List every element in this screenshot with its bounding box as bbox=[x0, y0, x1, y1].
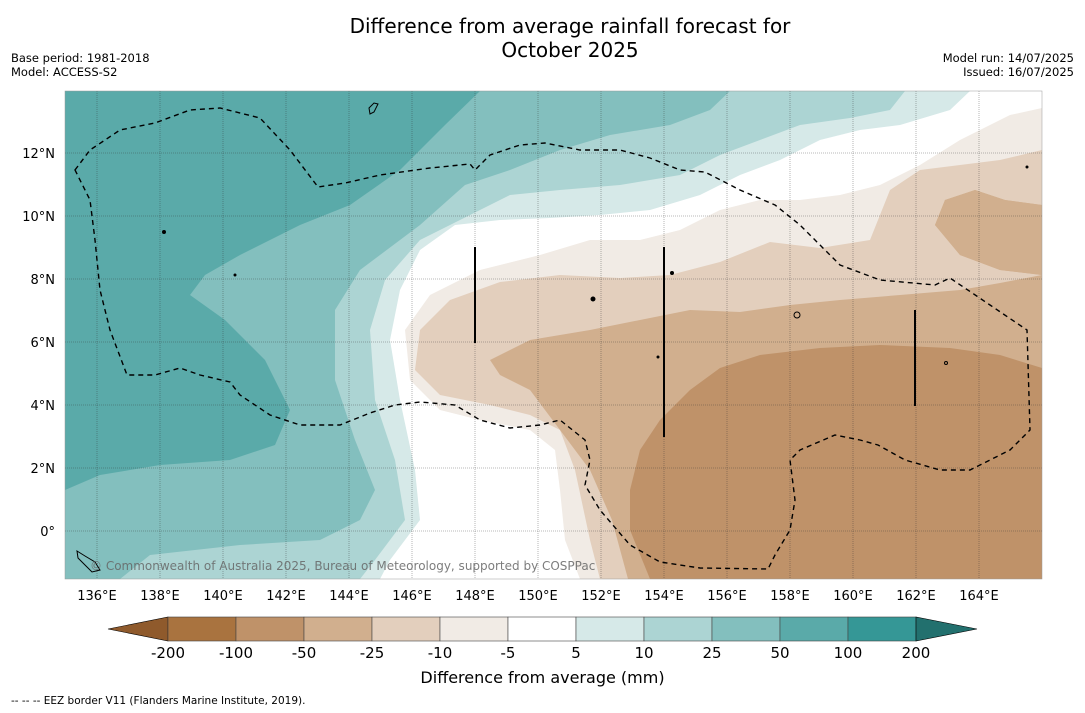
eez-border bbox=[74, 107, 1031, 570]
colorbar-swatch bbox=[235, 616, 305, 642]
island-a bbox=[162, 230, 166, 234]
island-guam bbox=[368, 102, 379, 115]
region-dry-50-100 bbox=[630, 345, 1042, 579]
lat-label: 4°N bbox=[31, 399, 56, 414]
model-run-date: Model run: 14/07/2025 bbox=[942, 51, 1074, 65]
lat-label: 8°N bbox=[31, 273, 56, 288]
colorbar-swatch bbox=[575, 616, 645, 642]
colorbar-tick-label: -10 bbox=[428, 644, 453, 662]
colorbar: -200 -100 -50 -25 -10 -5 5 10 25 50 100 200 bbox=[107, 616, 978, 662]
lon-label: 162°E bbox=[896, 589, 936, 604]
colorbar-tick-label: -200 bbox=[151, 644, 185, 662]
region-wet-50-100 bbox=[65, 91, 480, 490]
colorbar-tick-label: -5 bbox=[501, 644, 516, 662]
colorbar-label: Difference from average (mm) bbox=[420, 668, 665, 687]
lat-label: 6°N bbox=[31, 336, 56, 351]
colorbar-swatch bbox=[847, 616, 917, 642]
island-e bbox=[793, 311, 801, 319]
island-b bbox=[233, 273, 237, 277]
colorbar-tick-label: 100 bbox=[834, 644, 863, 662]
title-line-2: October 2025 bbox=[501, 38, 639, 62]
issued-date: Issued: 16/07/2025 bbox=[963, 65, 1074, 79]
island-f bbox=[944, 361, 948, 365]
eez-legend-note: -- -- -- EEZ border V11 (Flanders Marine… bbox=[11, 695, 306, 707]
graticule bbox=[65, 91, 1042, 579]
map-frame bbox=[64, 90, 1043, 580]
title-line-1: Difference from average rainfall forecas… bbox=[349, 14, 791, 38]
colorbar-swatch bbox=[167, 616, 237, 642]
colorbar-tick-label: -25 bbox=[360, 644, 385, 662]
island-png bbox=[76, 550, 101, 573]
lon-label: 144°E bbox=[329, 589, 369, 604]
base-period: Base period: 1981-2018 bbox=[11, 51, 150, 65]
colorbar-tick-label: -50 bbox=[292, 644, 317, 662]
colorbar-tick-label: 50 bbox=[770, 644, 789, 662]
colorbar-tick-label: 25 bbox=[702, 644, 721, 662]
longitude-labels: 136°E 138°E 140°E 142°E 144°E 146°E 148°E 150°E… bbox=[77, 589, 999, 604]
lon-label: 158°E bbox=[770, 589, 810, 604]
region-dry-25-50-ne bbox=[935, 190, 1042, 275]
lon-label: 142°E bbox=[266, 589, 306, 604]
lat-label: 2°N bbox=[31, 462, 56, 477]
lon-label: 138°E bbox=[140, 589, 180, 604]
colorbar-under-arrow bbox=[107, 616, 169, 642]
islands bbox=[76, 102, 1029, 573]
lat-label: 0° bbox=[40, 525, 55, 540]
island-h bbox=[1025, 165, 1029, 169]
colorbar-swatch bbox=[303, 616, 373, 642]
colorbar-swatch bbox=[643, 616, 713, 642]
lon-label: 154°E bbox=[644, 589, 684, 604]
lon-label: 152°E bbox=[581, 589, 621, 604]
island-c bbox=[590, 296, 596, 302]
colorbar-tick-label: 5 bbox=[571, 644, 581, 662]
run-info: Model run: 14/07/2025 Issued: 16/07/2025 bbox=[943, 51, 1074, 79]
base-info: Base period: 1981-2018 Model: ACCESS-S2 bbox=[11, 51, 150, 79]
lon-label: 140°E bbox=[203, 589, 243, 604]
lon-label: 148°E bbox=[455, 589, 495, 604]
island-g bbox=[656, 355, 660, 359]
latitude-labels: 12°N 10°N 8°N 6°N 4°N 2°N 0° bbox=[22, 147, 55, 540]
colorbar-tick-label: -100 bbox=[219, 644, 253, 662]
lon-label: 160°E bbox=[833, 589, 873, 604]
lon-label: 164°E bbox=[959, 589, 999, 604]
colorbar-swatch bbox=[439, 616, 509, 642]
colorbar-over-arrow bbox=[915, 616, 978, 642]
lat-label: 10°N bbox=[22, 210, 55, 225]
lon-label: 150°E bbox=[518, 589, 558, 604]
colorbar-tick-label: 10 bbox=[634, 644, 653, 662]
lon-label: 136°E bbox=[77, 589, 117, 604]
lon-label: 156°E bbox=[707, 589, 747, 604]
colorbar-swatch bbox=[371, 616, 441, 642]
colorbar-swatch bbox=[507, 616, 577, 642]
map-title: Difference from average rainfall forecas… bbox=[270, 14, 870, 62]
rainfall-field bbox=[65, 91, 1042, 579]
copyright-text: © Commonwealth of Australia 2025, Bureau… bbox=[90, 559, 595, 573]
island-d bbox=[670, 271, 674, 275]
colorbar-tick-label: 200 bbox=[902, 644, 931, 662]
lon-label: 146°E bbox=[392, 589, 432, 604]
colorbar-swatch bbox=[779, 616, 849, 642]
model-name: Model: ACCESS-S2 bbox=[11, 65, 118, 79]
lat-label: 12°N bbox=[22, 147, 55, 162]
colorbar-swatch bbox=[711, 616, 781, 642]
